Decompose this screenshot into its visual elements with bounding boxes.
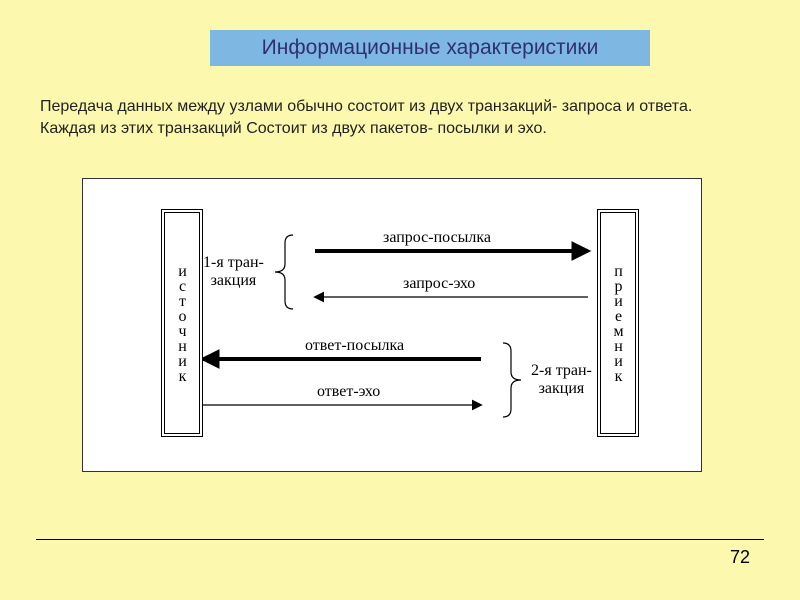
body-line-2: Каждая из этих транзакций Состоит из дву… xyxy=(40,120,547,137)
slide-title: Информационные характеристики xyxy=(210,30,650,66)
arrow-label-request-echo: запрос-эхо xyxy=(403,275,475,293)
transaction-1-label: 1-я тран- закция xyxy=(203,254,264,290)
arrow-label-response-send: ответ-посылка xyxy=(305,337,404,355)
node-source-label: источник xyxy=(174,263,190,383)
node-receiver: приемник xyxy=(597,209,639,437)
arrow-label-response-echo: ответ-эхо xyxy=(317,383,380,401)
arrow-label-request-send: запрос-посылка xyxy=(383,229,491,247)
body-text: Передача данных между узлами обычно сост… xyxy=(40,96,760,139)
page-number: 72 xyxy=(730,547,750,568)
transaction-2-label: 2-я тран- закция xyxy=(531,362,592,398)
node-source: источник xyxy=(161,209,203,437)
brace xyxy=(275,235,293,309)
brace xyxy=(503,343,521,417)
body-line-1: Передача данных между узлами обычно сост… xyxy=(40,98,692,115)
node-receiver-label: приемник xyxy=(610,263,626,383)
diagram: источник приемник 1-я тран- закция 2-я т… xyxy=(82,178,702,472)
slide-title-text: Информационные характеристики xyxy=(262,36,599,60)
footer-divider xyxy=(36,539,764,540)
